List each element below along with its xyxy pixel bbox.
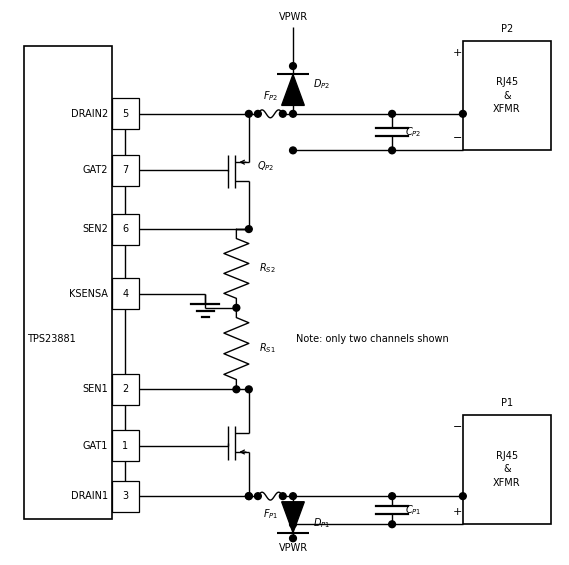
Text: 6: 6	[122, 224, 129, 234]
Circle shape	[233, 305, 240, 311]
Text: P2: P2	[501, 24, 513, 34]
Text: +: +	[452, 48, 462, 58]
Text: $Q_{P2}$: $Q_{P2}$	[257, 159, 275, 173]
Bar	[112, 374, 139, 405]
Text: 7: 7	[122, 165, 129, 175]
Text: VPWR: VPWR	[278, 12, 308, 22]
Circle shape	[290, 63, 296, 69]
Circle shape	[245, 225, 252, 232]
Circle shape	[254, 493, 261, 499]
Text: 1: 1	[122, 441, 129, 450]
Circle shape	[233, 386, 240, 393]
Circle shape	[389, 493, 395, 499]
Circle shape	[290, 147, 296, 154]
Text: KSENSA: KSENSA	[69, 289, 108, 299]
Circle shape	[254, 111, 261, 117]
Bar	[24, 46, 112, 519]
Text: $F_{P2}$: $F_{P2}$	[263, 89, 278, 103]
Text: $F_{P1}$: $F_{P1}$	[263, 507, 278, 521]
Text: 4: 4	[122, 289, 129, 299]
Text: $D_{P1}$: $D_{P1}$	[313, 516, 330, 530]
Text: $C_{P1}$: $C_{P1}$	[405, 503, 421, 517]
Bar	[463, 41, 551, 150]
Text: 3: 3	[122, 491, 129, 501]
Circle shape	[389, 111, 395, 117]
Bar	[112, 214, 139, 245]
Circle shape	[245, 111, 252, 117]
Circle shape	[290, 111, 296, 117]
Circle shape	[389, 521, 395, 528]
Text: DRAIN2: DRAIN2	[71, 109, 108, 119]
Text: GAT2: GAT2	[83, 165, 108, 175]
Bar	[112, 481, 139, 511]
Bar	[112, 279, 139, 309]
Bar	[463, 415, 551, 524]
Text: P1: P1	[501, 398, 513, 408]
Text: Note: only two channels shown: Note: only two channels shown	[296, 334, 448, 344]
Text: −: −	[452, 133, 462, 143]
Text: RJ45
&
XFMR: RJ45 & XFMR	[493, 451, 521, 488]
Text: VPWR: VPWR	[278, 543, 308, 553]
Text: −: −	[452, 422, 462, 432]
Text: TPS23881: TPS23881	[27, 334, 76, 344]
Text: 5: 5	[122, 109, 129, 119]
Bar	[112, 98, 139, 129]
Text: SEN2: SEN2	[82, 224, 108, 234]
Circle shape	[245, 493, 252, 499]
Circle shape	[290, 521, 296, 528]
Text: RJ45
&
XFMR: RJ45 & XFMR	[493, 77, 521, 114]
Circle shape	[459, 493, 466, 499]
Text: SEN1: SEN1	[82, 384, 108, 394]
Text: GAT1: GAT1	[83, 441, 108, 450]
Text: +: +	[452, 507, 462, 517]
Bar	[112, 155, 139, 185]
Text: $C_{P2}$: $C_{P2}$	[405, 125, 421, 139]
Circle shape	[279, 111, 286, 117]
Text: 2: 2	[122, 384, 129, 394]
Circle shape	[279, 493, 286, 499]
Text: DRAIN1: DRAIN1	[71, 491, 108, 501]
Circle shape	[245, 386, 252, 393]
Circle shape	[389, 147, 395, 154]
Polygon shape	[282, 502, 304, 533]
Text: $D_{P2}$: $D_{P2}$	[313, 77, 330, 91]
Text: $R_{S1}$: $R_{S1}$	[259, 342, 276, 355]
Circle shape	[290, 535, 296, 542]
Circle shape	[459, 111, 466, 117]
Text: $R_{S2}$: $R_{S2}$	[259, 262, 275, 275]
Circle shape	[245, 493, 252, 499]
Circle shape	[290, 493, 296, 499]
Bar	[112, 430, 139, 461]
Polygon shape	[282, 75, 304, 106]
